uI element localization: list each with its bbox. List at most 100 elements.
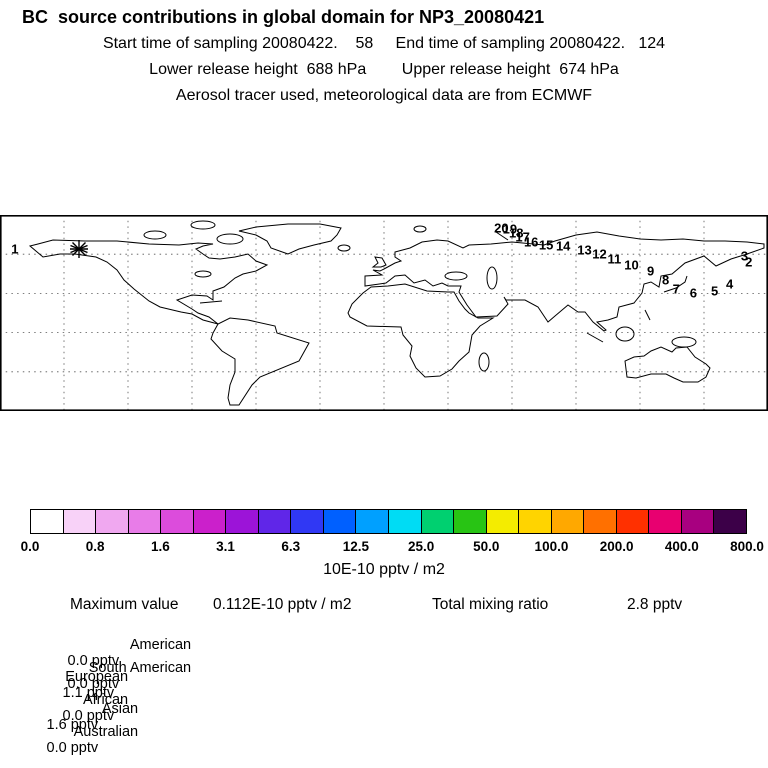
world-map: 1 2 3 4 5 6 7 8 9 10 11 12 13 14 15 16 17 18 19 20	[0, 215, 768, 411]
trajectory-hour-marker-11: 11	[607, 251, 622, 267]
total-mixing-ratio-value: 2.8 pptv	[627, 596, 683, 613]
coastline-borneo	[615, 326, 635, 342]
region-label: Australian	[73, 724, 139, 740]
trajectory-hour-marker-6: 6	[689, 285, 697, 301]
region-value: 0.0 pptv	[67, 676, 120, 692]
coastline-novaya-zemlya	[495, 231, 509, 241]
trajectory-hour-marker-16: 16	[523, 234, 539, 250]
trajectory-marker-layer: 1 2 3 4 5 6 7 8 9 10 11 12 13 14 15 16 17 18 19 20	[0, 215, 768, 411]
trajectory-hour-marker-18: 18	[509, 225, 524, 241]
coastline-eurasia	[364, 231, 765, 332]
region-value: 0.0 pptv	[67, 653, 120, 669]
colorbar-segment-14	[486, 510, 520, 533]
colorbar-tick-label: 25.0	[407, 539, 435, 554]
coastline-japan	[663, 275, 688, 293]
region-label: Asian	[101, 701, 139, 717]
trajectory-hour-marker-13: 13	[577, 242, 592, 258]
trajectory-hour-marker-12: 12	[592, 246, 607, 262]
coastline-cuba	[199, 300, 223, 304]
colorbar-tick-label: 50.0	[473, 539, 500, 554]
trajectory-hour-marker-1: 1	[11, 241, 19, 257]
colorbar-tick-label: 100.0	[534, 539, 569, 554]
colorbar-segment-16	[551, 510, 585, 533]
coastline-victoria-island	[143, 230, 167, 240]
trajectory-hour-marker-20: 20	[494, 220, 509, 236]
colorbar-segment-19	[649, 510, 682, 533]
colorbar-tick-label: 6.3	[281, 539, 301, 554]
colorbar-segment-8	[291, 510, 324, 533]
colorbar-tick-labels: 0.0 0.8 1.6 3.1 6.3 12.5 25.0 50.0 100.0 200.0 400…	[21, 539, 764, 556]
trajectory-hour-marker-2: 2	[745, 254, 753, 270]
trajectory-hour-marker-14: 14	[555, 238, 571, 254]
coastline-svalbard	[413, 225, 427, 233]
colorbar-segment-5	[193, 510, 227, 533]
region-label: American	[129, 637, 192, 653]
coastline-ellesmere-island	[190, 220, 216, 230]
colorbar-tick-label: 0.8	[85, 539, 105, 554]
trajectory-hour-marker-9: 9	[647, 263, 655, 279]
colorbar-segment-11	[389, 510, 422, 533]
map-frame	[0, 215, 768, 411]
coastline-greenland	[238, 223, 342, 255]
colorbar-segment-10	[356, 510, 390, 533]
region-value: 0.0 pptv	[62, 708, 115, 724]
tracer-info-line: Aerosol tracer used, meteorological data…	[175, 87, 593, 104]
coastline-south-america	[210, 317, 310, 406]
coastlines	[28, 220, 765, 406]
maximum-value-label: Maximum value	[70, 596, 179, 613]
region-value: 0.0 pptv	[46, 740, 99, 756]
trajectory-hour-marker-17: 17	[515, 229, 530, 245]
colorbar-segment-18	[616, 510, 650, 533]
colorbar-segment-3	[128, 510, 162, 533]
colorbar-segment-4	[161, 510, 194, 533]
colorbar-segment-13	[454, 510, 487, 533]
colorbar-tick-label: 1.6	[150, 539, 170, 554]
coastline-baffin-island	[216, 233, 244, 245]
region-value: 1.1 pptv	[62, 685, 115, 701]
total-mixing-ratio-label: Total mixing ratio	[432, 596, 549, 613]
caspian-sea	[486, 266, 498, 290]
region-stats-row-1: American 0.0 pptv European 1.1 pptv Asia…	[0, 621, 768, 749]
colorbar-tick-label: 400.0	[664, 539, 699, 554]
coastline-philippines	[644, 309, 651, 321]
colorbar-segment-2	[96, 510, 129, 533]
trajectory-hour-marker-10: 10	[624, 257, 639, 273]
region-label: African	[82, 692, 129, 708]
colorbar-tick-label: 12.5	[342, 539, 370, 554]
colorbar-segment-15	[519, 510, 552, 533]
colorbar-units-label: 10E-10 pptv / m2	[323, 561, 445, 578]
colorbar-tick-label: 0.0	[20, 539, 40, 554]
coastline-australia	[624, 346, 711, 383]
trajectory-hour-marker-7: 7	[672, 281, 680, 297]
region-value: 1.6 pptv	[46, 717, 99, 733]
colorbar	[30, 509, 747, 534]
figure-title: BC source contributions in global domain…	[22, 7, 545, 27]
trajectory-hour-marker-3: 3	[740, 248, 749, 263]
coastline-sumatra	[586, 332, 604, 343]
max-and-total-row: Maximum value 0.112E-10 pptv / m2 Total …	[0, 596, 768, 616]
colorbar-segment-20	[681, 510, 715, 533]
colorbar-segment-7	[258, 510, 292, 533]
coastline-north-america	[28, 239, 269, 325]
coastline-britain	[371, 256, 387, 268]
coastline-iceland	[337, 244, 351, 252]
trajectory-hour-marker-8: 8	[661, 272, 670, 288]
colorbar-segment-12	[421, 510, 455, 533]
colorbar-segment-21	[714, 510, 747, 533]
release-point-asterisk-marker	[69, 239, 88, 258]
colorbar-tick-label: 200.0	[599, 539, 634, 554]
graticule-grid	[0, 215, 768, 411]
maximum-value: 0.112E-10 pptv / m2	[213, 596, 352, 613]
colorbar-segment-17	[584, 510, 617, 533]
trajectory-hour-marker-19: 19	[502, 221, 518, 237]
region-stats-row-2: South American 0.0 pptv African 0.0 pptv…	[0, 644, 768, 768]
coastline-africa	[347, 283, 495, 378]
colorbar-tick-label: 3.1	[216, 539, 235, 554]
colorbar-segment-0	[31, 510, 64, 533]
coastline-madagascar	[478, 352, 490, 372]
colorbar-segment-9	[323, 510, 357, 533]
colorbar-segment-1	[63, 510, 97, 533]
trajectory-hour-marker-4: 4	[725, 276, 734, 292]
region-label: South American	[88, 660, 192, 676]
